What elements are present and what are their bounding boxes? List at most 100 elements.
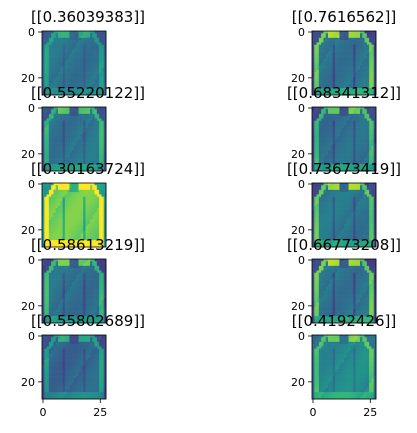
- heatmap-cell: [321, 42, 324, 46]
- heatmap-cell: [64, 159, 68, 163]
- heatmap-cell: [341, 58, 345, 62]
- heatmap-cell: [51, 42, 54, 46]
- heatmap-cell: [369, 231, 372, 234]
- heatmap-cell: [312, 215, 315, 218]
- heatmap-cell: [48, 136, 52, 140]
- heatmap-cell: [46, 107, 50, 110]
- heatmap-cell: [103, 134, 107, 138]
- heatmap-cell: [58, 116, 61, 119]
- heatmap-cell: [60, 139, 63, 142]
- heatmap-cell: [339, 69, 343, 73]
- heatmap-cell: [99, 192, 102, 195]
- heatmap-cell: [42, 37, 45, 41]
- heatmap-cell: [348, 74, 352, 78]
- heatmap-cell: [71, 88, 75, 91]
- heatmap-cell: [90, 33, 93, 36]
- heatmap-cell: [92, 277, 95, 280]
- heatmap-cell: [55, 194, 59, 198]
- heatmap-cell: [64, 226, 68, 230]
- heatmap-cell: [312, 90, 315, 94]
- heatmap-cell: [337, 203, 340, 207]
- heatmap-cell: [344, 217, 347, 220]
- heatmap-cell: [55, 132, 59, 135]
- heatmap-cell: [48, 74, 52, 78]
- heatmap-cell: [58, 79, 61, 82]
- heatmap-cell: [85, 51, 89, 55]
- heatmap-cell: [76, 187, 79, 191]
- heatmap-cell: [316, 150, 320, 154]
- heatmap-cell: [80, 228, 84, 232]
- heatmap-cell: [316, 63, 320, 66]
- heatmap-cell: [99, 40, 102, 43]
- heatmap-cell: [76, 277, 79, 280]
- heatmap-cell: [341, 152, 345, 156]
- heatmap-cell: [350, 157, 354, 160]
- heatmap-cell: [90, 240, 93, 243]
- heatmap-cell: [60, 141, 63, 144]
- heatmap-cell: [321, 208, 324, 211]
- heatmap-cell: [85, 58, 89, 62]
- heatmap-cell: [92, 107, 95, 110]
- heatmap-cell: [83, 183, 86, 186]
- heatmap-cell: [366, 212, 370, 216]
- heatmap-cell: [364, 143, 368, 147]
- heatmap-cell: [330, 143, 333, 147]
- heatmap-cell: [44, 155, 47, 158]
- heatmap-cell: [74, 69, 77, 73]
- heatmap-cell: [350, 40, 354, 43]
- heatmap-cell: [48, 139, 52, 142]
- heatmap-cell: [373, 196, 377, 200]
- heatmap-cell: [332, 215, 336, 218]
- heatmap-cell: [80, 111, 84, 115]
- heatmap-cell: [76, 37, 79, 41]
- heatmap-cell: [94, 134, 98, 138]
- heatmap-cell: [353, 123, 356, 126]
- heatmap-cell: [44, 187, 47, 191]
- heatmap-cell: [344, 116, 347, 119]
- heatmap-cell: [332, 139, 336, 142]
- heatmap-cell: [364, 148, 368, 151]
- heatmap-cell: [60, 270, 63, 274]
- heatmap-cell: [90, 143, 93, 147]
- heatmap-cell: [78, 168, 82, 172]
- heatmap-cell: [83, 152, 86, 156]
- heatmap-cell: [69, 118, 73, 122]
- heatmap-cell: [337, 120, 340, 124]
- heatmap-cell: [332, 224, 336, 227]
- heatmap-cell: [62, 123, 66, 126]
- heatmap-cell: [366, 111, 370, 115]
- heatmap-cell: [42, 120, 45, 124]
- heatmap-cell: [353, 72, 356, 75]
- heatmap-cell: [46, 127, 50, 131]
- heatmap-cell: [312, 224, 315, 227]
- heatmap-cell: [328, 185, 331, 188]
- heatmap-cell: [58, 155, 61, 158]
- heatmap-cell: [316, 90, 320, 94]
- heatmap-cell: [103, 210, 107, 214]
- heatmap-cell: [348, 205, 352, 209]
- heatmap-cell: [316, 166, 320, 170]
- heatmap-cell: [71, 183, 75, 186]
- heatmap-cell: [78, 37, 82, 41]
- heatmap-cell: [321, 118, 324, 122]
- heatmap-cell: [80, 58, 84, 62]
- heatmap-cell: [312, 157, 315, 160]
- heatmap-cell: [69, 44, 73, 48]
- heatmap-cell: [101, 199, 105, 202]
- heatmap-cell: [318, 120, 322, 124]
- heatmap-cell: [360, 141, 363, 144]
- heatmap-cell: [360, 40, 363, 43]
- heatmap-cell: [94, 205, 98, 209]
- heatmap-cell: [364, 155, 368, 158]
- heatmap-cell: [62, 219, 66, 223]
- heatmap-cell: [344, 143, 347, 147]
- heatmap-cell: [76, 205, 79, 209]
- heatmap-cell: [323, 219, 327, 223]
- heatmap-cell: [330, 152, 333, 156]
- heatmap-cell: [46, 233, 50, 236]
- heatmap-cell: [350, 145, 354, 149]
- heatmap-cell: [353, 33, 356, 36]
- heatmap-cell: [323, 226, 327, 230]
- heatmap-cell: [51, 56, 54, 59]
- heatmap-cell: [101, 275, 105, 278]
